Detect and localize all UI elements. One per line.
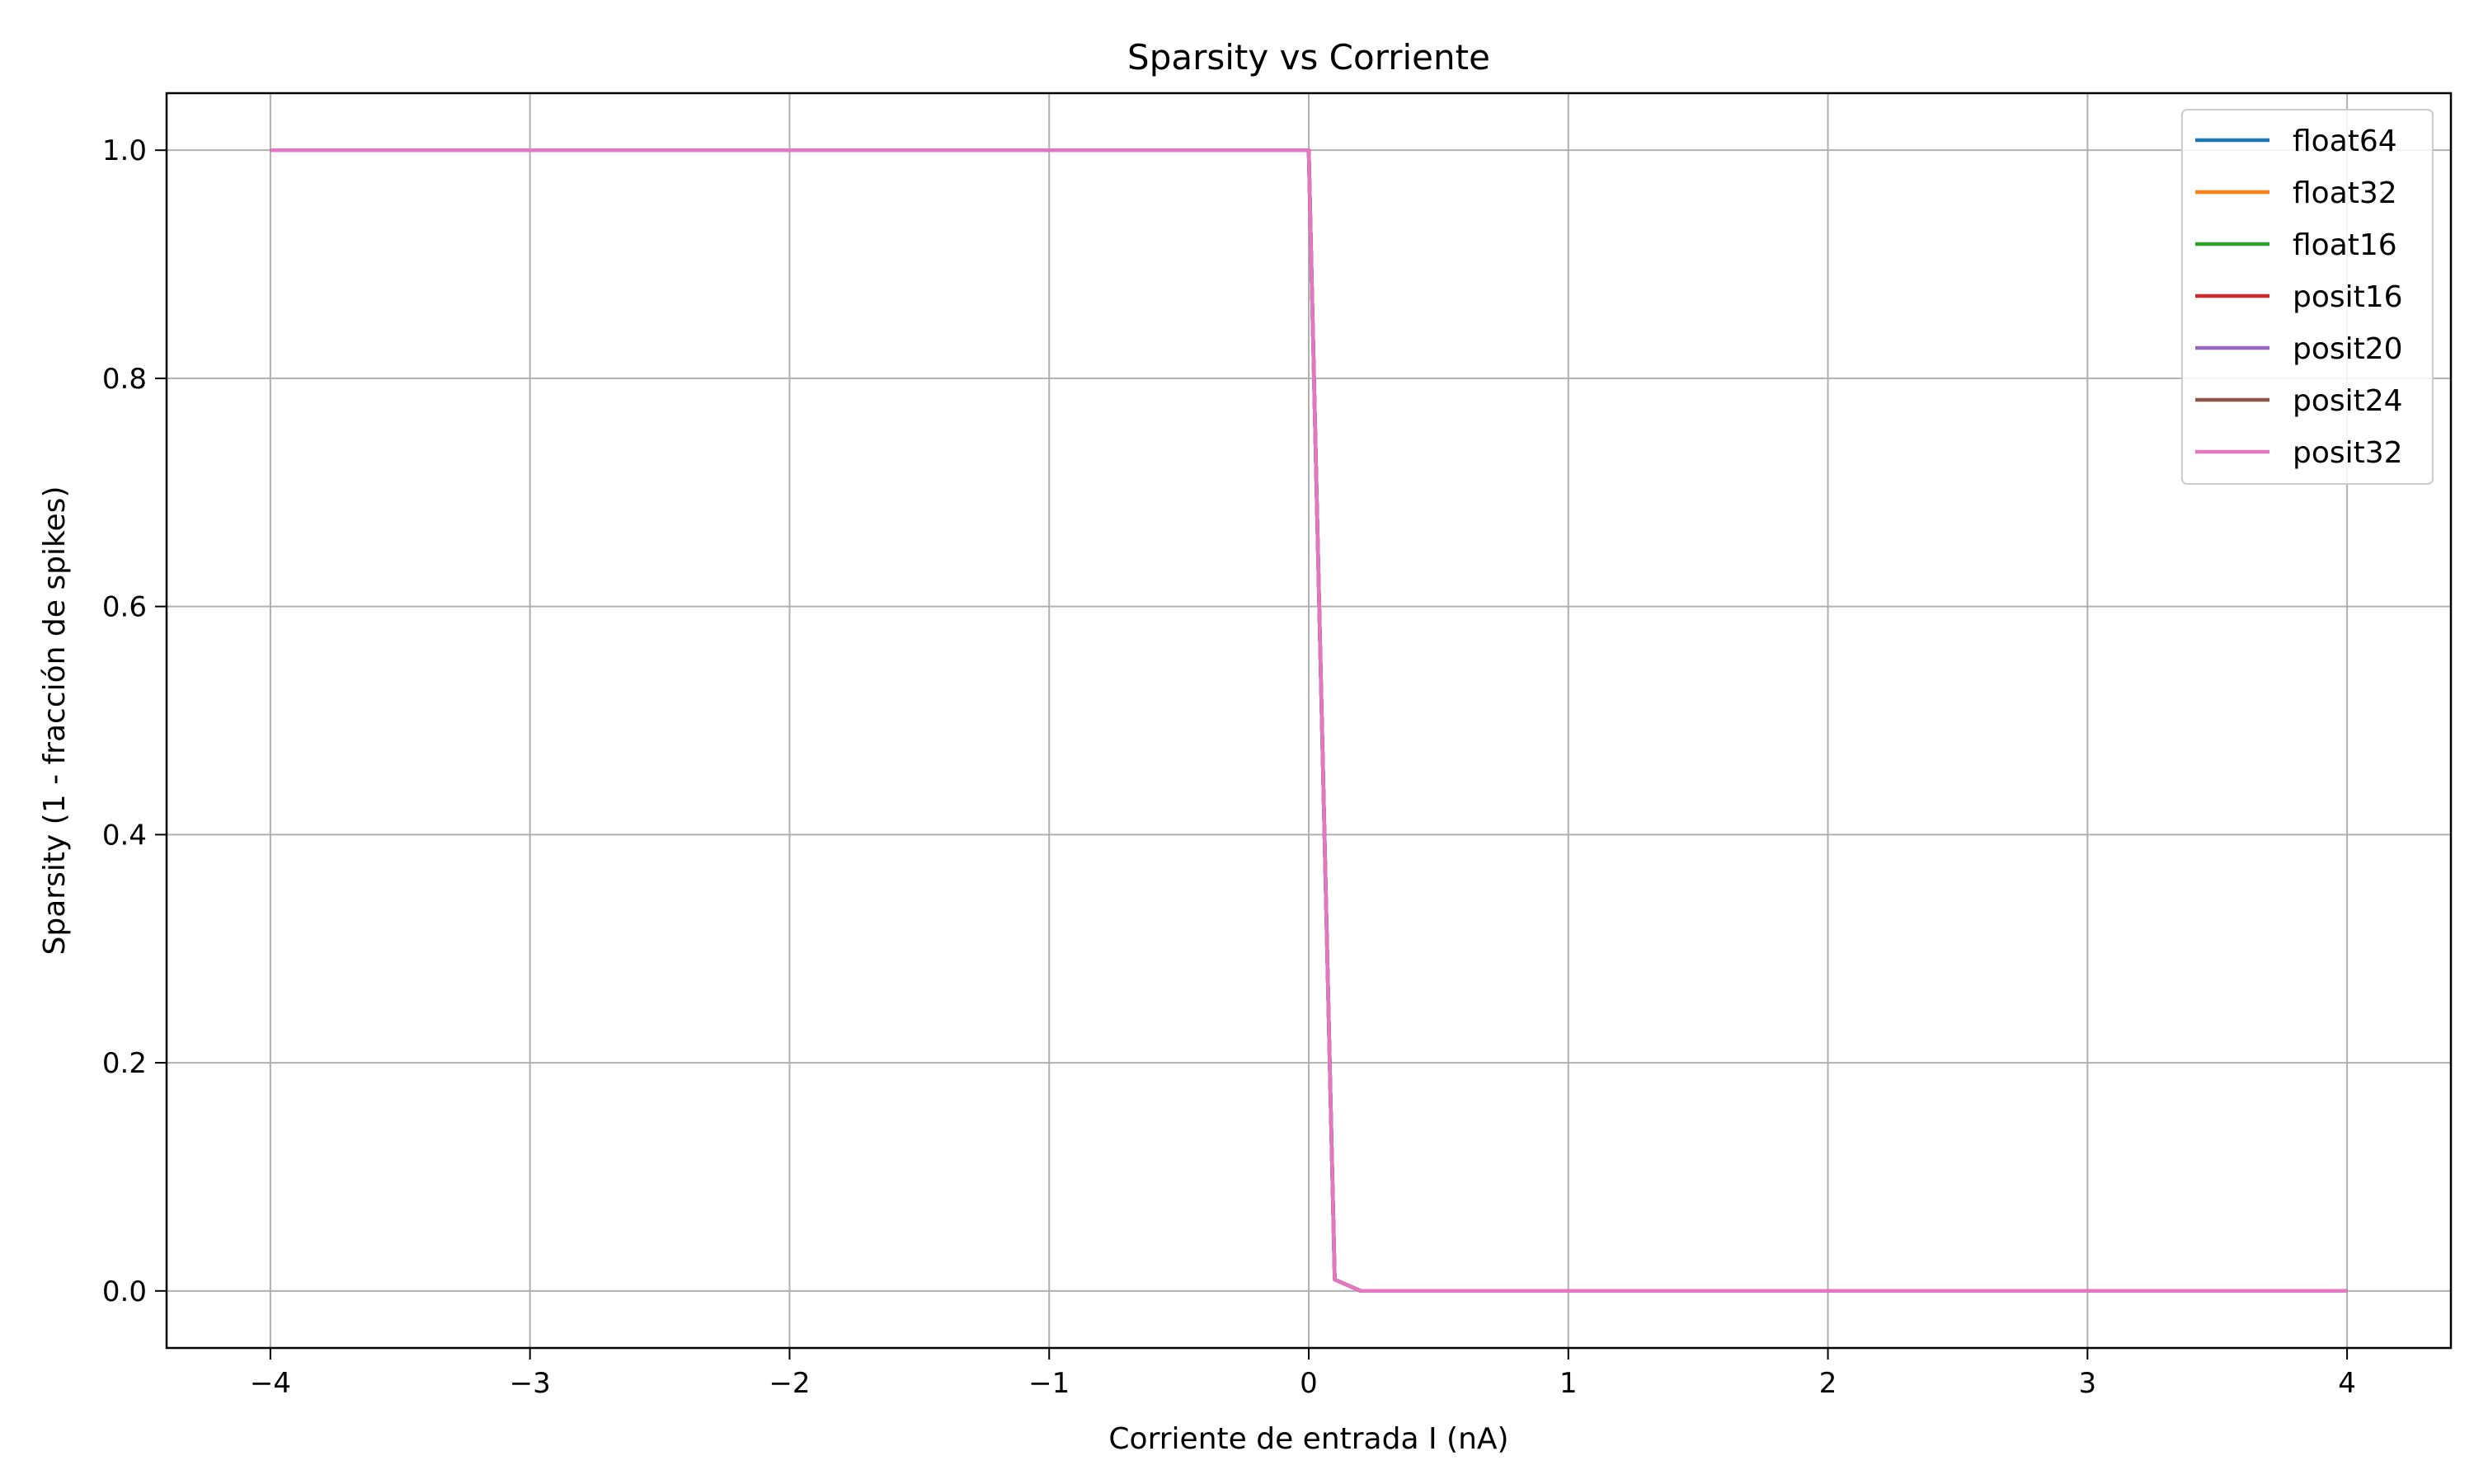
x-tick-label: 1 xyxy=(1559,1367,1578,1400)
legend-label-posit24: posit24 xyxy=(2293,384,2403,418)
legend-label-float16: float16 xyxy=(2293,228,2397,262)
legend: float64 float32 float16 posit16 posit20 posit… xyxy=(2181,109,2434,485)
x-tick-label: −2 xyxy=(769,1367,810,1400)
legend-frame xyxy=(2181,109,2434,485)
y-tick-label: 1.0 xyxy=(102,134,147,167)
x-tick-label: −4 xyxy=(250,1367,291,1400)
x-tick-label: 3 xyxy=(2078,1367,2096,1400)
y-axis: 0.0 0.2 0.4 0.6 0.8 1.0 xyxy=(102,134,167,1308)
series-layer xyxy=(270,148,2348,1294)
legend-label-float32: float32 xyxy=(2293,176,2397,210)
y-tick-label: 0.0 xyxy=(102,1275,147,1308)
x-tick-label: 0 xyxy=(1300,1367,1318,1400)
y-axis-label: Sparsity (1 - fracción de spikes) xyxy=(38,486,72,956)
legend-label-posit16: posit16 xyxy=(2293,280,2403,314)
x-tick-label: −1 xyxy=(1028,1367,1070,1400)
y-tick-label: 0.8 xyxy=(102,363,147,396)
y-tick-label: 0.6 xyxy=(102,591,147,624)
x-tick-label: −3 xyxy=(510,1367,551,1400)
legend-label-posit32: posit32 xyxy=(2293,436,2403,470)
x-tick-label: 4 xyxy=(2338,1367,2356,1400)
legend-label-float64: float64 xyxy=(2293,124,2397,158)
x-axis-label: Corriente de entrada I (nA) xyxy=(1108,1422,1508,1456)
y-tick-label: 0.2 xyxy=(102,1047,147,1080)
y-tick-label: 0.4 xyxy=(102,819,147,852)
series-line-posit32 xyxy=(270,148,2348,1294)
chart-title: Sparsity vs Corriente xyxy=(1127,37,1490,77)
legend-label-posit20: posit20 xyxy=(2293,332,2403,366)
x-tick-label: 2 xyxy=(1819,1367,1837,1400)
x-axis: −4 −3 −2 −1 0 1 2 3 4 xyxy=(250,1348,2356,1400)
